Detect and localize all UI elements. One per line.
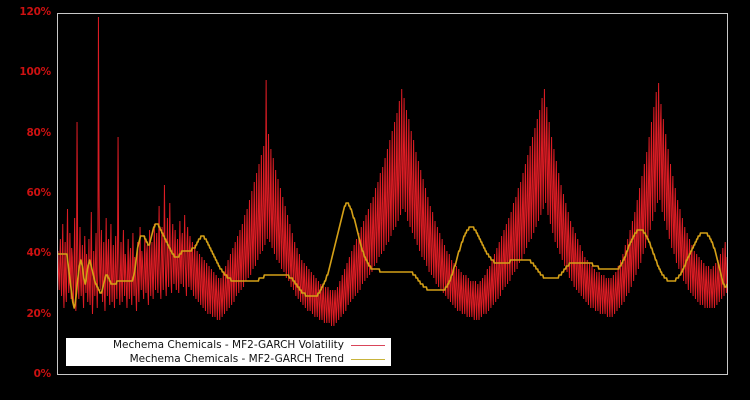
legend-swatch-trend bbox=[351, 358, 385, 360]
plot-area bbox=[57, 13, 728, 375]
volatility-series-group bbox=[58, 17, 727, 326]
legend-label-trend: Mechema Chemicals - MF2-GARCH Trend bbox=[129, 353, 344, 365]
trend-series-group bbox=[58, 203, 727, 308]
legend-item-trend: Mechema Chemicals - MF2-GARCH Trend bbox=[66, 352, 391, 366]
legend-label-volatility: Mechema Chemicals - MF2-GARCH Volatility bbox=[112, 339, 344, 351]
chart-svg bbox=[58, 14, 727, 374]
y-axis-tick-0%: 0% bbox=[33, 368, 52, 380]
y-axis-tick-80%: 80% bbox=[26, 126, 51, 139]
y-axis-tick-20%: 20% bbox=[26, 307, 51, 320]
chart-legend: Mechema Chemicals - MF2-GARCH Volatility… bbox=[65, 337, 392, 367]
y-axis-tick-40%: 40% bbox=[26, 247, 51, 260]
y-axis-tick-120%: 120% bbox=[19, 6, 51, 18]
y-axis-tick-60%: 60% bbox=[26, 187, 51, 199]
volatility-line bbox=[58, 17, 727, 326]
legend-swatch-volatility bbox=[351, 344, 385, 346]
legend-item-volatility: Mechema Chemicals - MF2-GARCH Volatility bbox=[66, 338, 391, 352]
y-axis-tick-100%: 100% bbox=[19, 66, 51, 79]
y-axis-tick-labels: 0% 20% 40% 60% 80% 100% 120% bbox=[0, 0, 51, 400]
trend-line bbox=[58, 203, 727, 308]
